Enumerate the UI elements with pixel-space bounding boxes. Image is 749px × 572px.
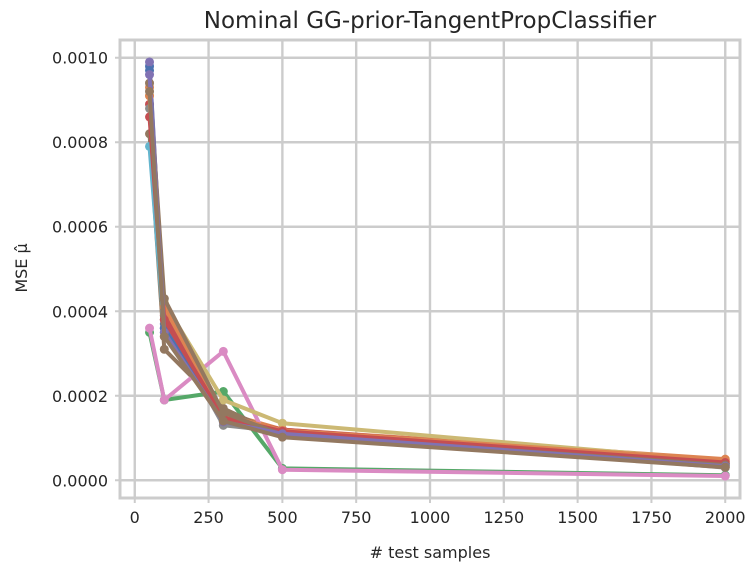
- y-tick-label: 0.0004: [52, 302, 108, 321]
- data-point: [720, 462, 730, 472]
- chart-title: Nominal GG-prior-TangentPropClassifier: [204, 8, 657, 34]
- series-line: [147, 93, 728, 464]
- x-axis-ticks: 0 250 500 750 1000 1250 1500 1750 2000: [130, 498, 746, 527]
- grid: [120, 40, 740, 498]
- series-line: [147, 131, 728, 466]
- x-tick-label: 250: [193, 508, 224, 527]
- series-layer: [145, 57, 730, 481]
- y-tick-label: 0.0006: [52, 218, 108, 237]
- data-point: [218, 346, 228, 356]
- x-tick-label: 750: [341, 508, 372, 527]
- y-tick-label: 0.0002: [52, 387, 108, 406]
- data-point: [159, 395, 169, 405]
- y-tick-label: 0.0000: [52, 471, 108, 490]
- x-tick-label: 1250: [483, 508, 524, 527]
- x-tick-label: 0: [130, 508, 140, 527]
- x-axis-label: # test samples: [370, 543, 491, 562]
- y-axis-label: MSE μ̂: [12, 243, 31, 292]
- x-tick-label: 2000: [705, 508, 746, 527]
- data-point: [720, 471, 730, 481]
- series-run-11: [145, 65, 730, 469]
- data-point: [277, 432, 287, 442]
- y-axis-ticks: 0.0000 0.0002 0.0004 0.0006 0.0008 0.0010: [52, 49, 120, 490]
- data-point: [145, 323, 155, 333]
- series-run-12: [145, 91, 730, 465]
- series-run-5: [145, 57, 730, 470]
- data-point: [277, 465, 287, 475]
- data-point: [218, 416, 228, 426]
- data-point: [159, 332, 169, 342]
- series-run-16: [145, 87, 730, 472]
- x-tick-label: 500: [267, 508, 298, 527]
- data-point: [145, 87, 155, 97]
- data-point: [145, 57, 155, 67]
- y-tick-label: 0.0008: [52, 133, 108, 152]
- data-point: [218, 395, 228, 405]
- series-run-7: [145, 323, 730, 481]
- data-point: [159, 344, 169, 354]
- data-point: [277, 418, 287, 428]
- y-tick-label: 0.0010: [52, 49, 108, 68]
- data-point: [145, 70, 155, 80]
- x-tick-label: 1750: [631, 508, 672, 527]
- series-run-9: [145, 91, 730, 466]
- x-tick-label: 1000: [410, 508, 451, 527]
- x-tick-label: 1500: [557, 508, 598, 527]
